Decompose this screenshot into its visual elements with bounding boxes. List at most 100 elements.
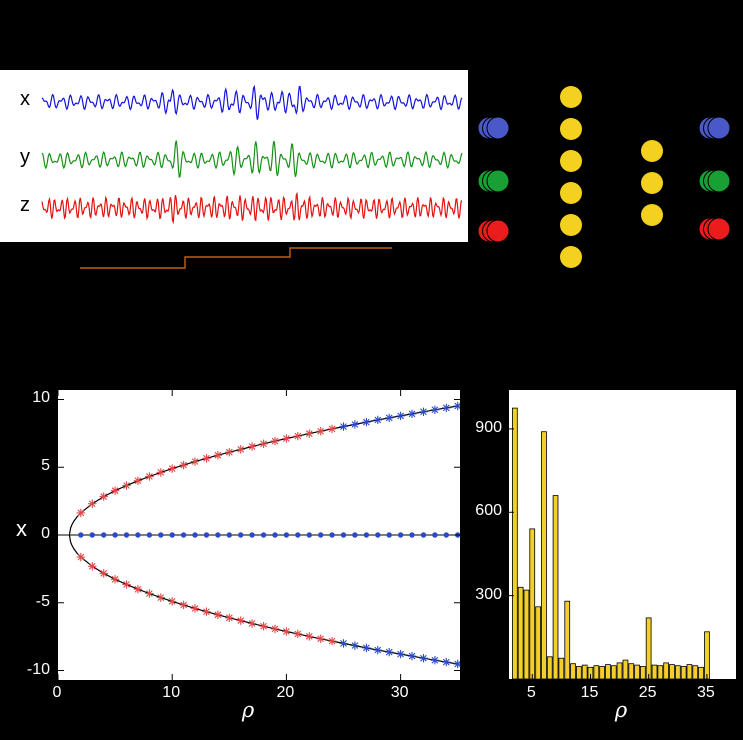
hidden-node [560,182,582,204]
branch-marker [179,600,188,610]
hidden-node [560,150,582,172]
histogram-bar [674,665,681,680]
branch-marker [145,589,154,598]
middle-dot [89,532,95,538]
bif-ytick-label: -5 [35,592,50,610]
branch-marker [442,403,451,413]
middle-dot [238,532,244,538]
branch-marker [419,654,428,663]
branch-marker [362,417,371,427]
histogram-bar [529,528,536,680]
middle-dot [432,532,438,538]
output-node-group [707,169,731,193]
series-label-z: z [20,194,30,216]
branch-marker [213,610,223,619]
histogram-bar [570,663,576,680]
middle-dot [306,532,312,538]
branch-marker [190,457,200,466]
hidden-node [641,172,663,194]
bif-ytick-label: -10 [26,660,50,678]
pitchfork-curve [68,534,458,665]
histogram-bar [535,606,542,680]
branch-marker [373,415,382,425]
histogram-bar [512,407,518,680]
branch-marker [282,434,291,443]
branch-marker [350,420,360,429]
timeseries-panel: x y z [0,70,468,242]
input-node-group [486,219,510,243]
branch-marker [168,597,177,606]
middle-dot [443,532,449,538]
branch-marker [419,407,428,416]
branch-marker [293,431,302,441]
timeseries-line-z [41,191,463,225]
network-diagram [477,86,731,268]
histogram-bar [651,664,658,680]
branch-marker [133,476,143,485]
series-label-x: x [20,88,30,110]
branch-marker [259,439,268,448]
middle-dot [146,532,153,538]
middle-dot [78,532,84,538]
histogram-bar [704,631,710,680]
series-label-y: y [20,146,30,168]
branch-marker [396,649,405,659]
middle-dot [101,532,107,538]
histogram-bar [581,664,588,680]
branch-marker [202,607,211,616]
middle-dot [169,532,175,538]
middle-dot [112,532,118,538]
middle-dot [386,532,392,538]
branch-marker [247,442,257,451]
middle-dot [272,532,278,538]
histogram-bar [558,657,565,680]
bifurcation-xlabel: ρ [241,698,255,722]
middle-dot [123,532,130,538]
branch-marker [327,424,337,434]
branch-marker [362,643,371,653]
histogram-bar [698,666,704,680]
branch-marker [76,508,85,518]
histogram-bar [680,666,687,680]
step-line [80,247,392,269]
branch-marker [156,468,165,477]
middle-dot [352,532,358,538]
branch-marker [88,562,97,571]
hist-ytick-label: 300 [475,585,502,603]
branch-marker [396,411,405,421]
histogram-bar [634,664,640,680]
middle-dot [249,532,255,538]
branch-marker [156,593,165,602]
histogram-bar [576,666,582,680]
branch-marker [339,422,348,431]
histogram-plot [509,407,710,680]
hidden-node [560,246,582,268]
middle-dot [260,532,267,538]
histogram-bar [686,664,693,680]
bif-xtick-label: 10 [162,684,181,701]
middle-dot [226,532,232,538]
middle-dot [180,532,187,538]
branch-marker [213,451,223,460]
branch-marker [316,634,325,643]
middle-dot [329,532,335,538]
branch-marker [327,636,337,646]
middle-dot [203,532,210,538]
middle-dot [363,532,370,538]
branch-marker [110,575,120,584]
input-node-group [486,116,510,140]
middle-dot [375,532,381,538]
histogram-bar [564,600,571,680]
histogram-bar [622,659,629,680]
bif-xtick-label: 30 [390,684,409,701]
histogram-bar [669,664,675,680]
branch-marker [282,627,291,636]
branch-marker [122,580,131,589]
middle-dot [397,532,404,538]
hist-xtick-label: 35 [696,684,715,701]
middle-dot [295,532,301,538]
middle-dot [409,532,415,538]
histogram-bar [541,431,547,680]
hidden-node [641,140,663,162]
